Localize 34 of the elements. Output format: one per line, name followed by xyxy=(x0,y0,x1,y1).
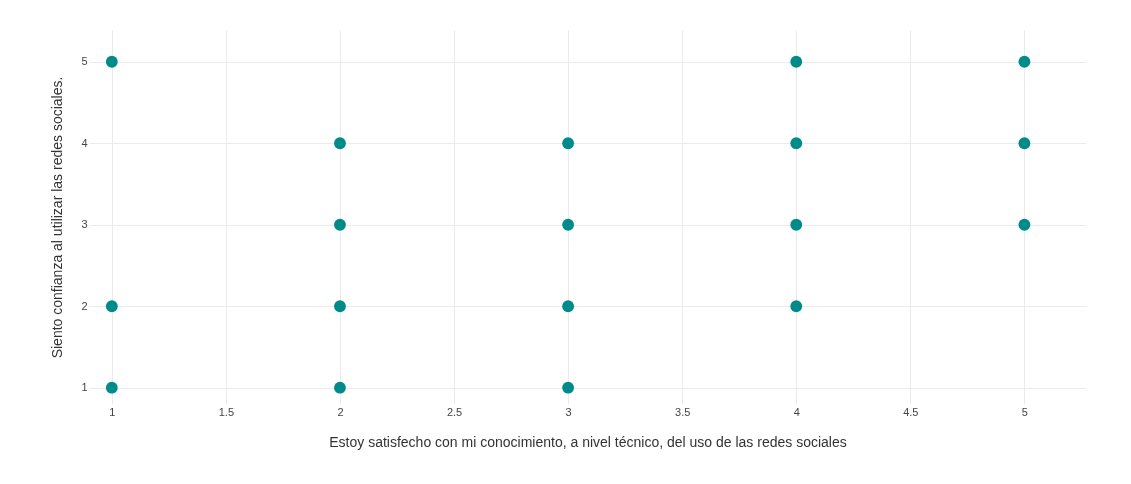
point xyxy=(790,300,803,313)
x-tick-label: 2 xyxy=(337,405,344,418)
y-tick-label: 2 xyxy=(81,299,88,312)
point xyxy=(562,137,575,150)
x-tick-label: 5 xyxy=(1021,405,1028,418)
x-tick-label: 4 xyxy=(793,405,800,418)
point xyxy=(562,381,575,394)
y-tick-label: 4 xyxy=(81,136,88,149)
y-tick-label: 5 xyxy=(81,55,88,68)
point xyxy=(334,300,346,313)
y-axis-title: Siento confianza al utilizar las redes sociales. xyxy=(49,76,66,359)
point xyxy=(334,218,346,231)
x-tick-label: 4.5 xyxy=(903,405,919,418)
point xyxy=(105,300,118,313)
x-tick-label: 3 xyxy=(565,405,572,418)
point xyxy=(1018,137,1031,150)
x-tick-label: 1 xyxy=(109,405,116,418)
point xyxy=(1018,55,1031,68)
point xyxy=(790,137,803,150)
x-axis-title: Estoy satisfecho con mi conocimiento, a nivel técnico, del uso de las redes sociales xyxy=(329,433,847,450)
point xyxy=(790,218,803,231)
x-tick-label: 1.5 xyxy=(218,405,235,418)
x-tick-label: 3.5 xyxy=(675,405,691,418)
point xyxy=(1018,218,1031,231)
point xyxy=(562,300,575,313)
point xyxy=(105,381,118,394)
y-tick-label: 1 xyxy=(81,381,88,394)
point xyxy=(562,218,575,231)
y-tick-label: 3 xyxy=(81,218,88,231)
point xyxy=(334,381,346,394)
point xyxy=(790,55,803,68)
point xyxy=(105,55,118,68)
point xyxy=(334,137,346,150)
x-tick-label: 2.5 xyxy=(446,405,463,418)
